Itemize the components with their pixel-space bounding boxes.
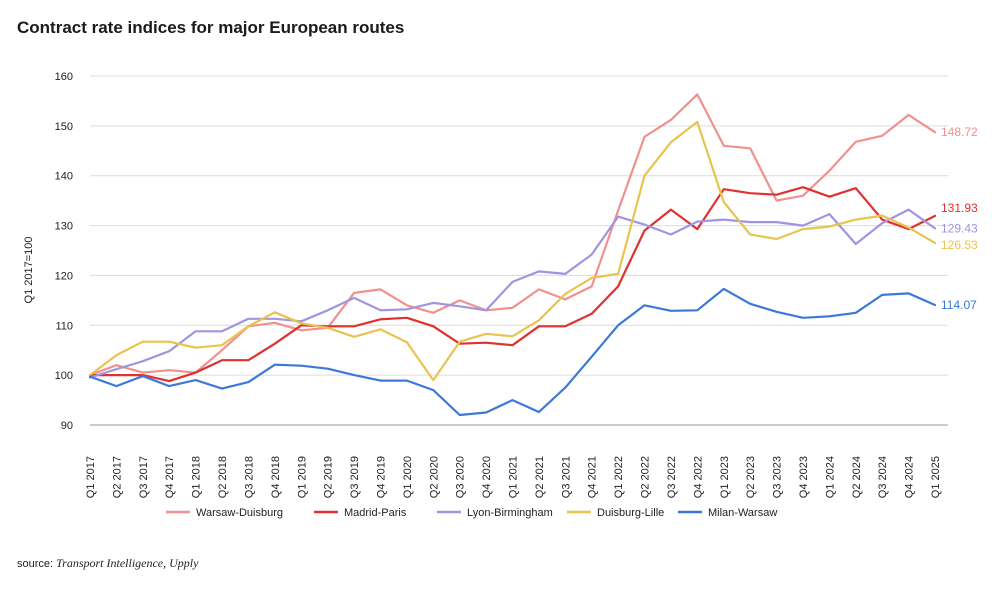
y-tick-label: 100 (55, 370, 73, 382)
x-tick-label: Q2 2019 (323, 456, 335, 498)
end-label-milan-warsaw: 114.07 (941, 298, 977, 312)
y-tick-label: 110 (55, 320, 73, 332)
x-axis-ticks: Q1 2017 Q2 2017 Q3 2017 Q4 2017 Q1 2018 Q2 20… (85, 456, 942, 498)
x-tick-label: Q3 2019 (349, 456, 361, 498)
series-line-duisburg-lille (88, 120, 937, 382)
y-axis-ticks: 90 100 110 120 130 140 150 160 (55, 71, 73, 432)
x-tick-label: Q1 2019 (296, 456, 308, 498)
legend-entry: Lyon-Birmingham (467, 507, 553, 519)
x-tick-label: Q4 2024 (904, 456, 916, 498)
end-label-lyon-birmingham: 129.43 (941, 221, 978, 235)
x-tick-label: Q4 2017 (164, 456, 176, 498)
x-tick-label: Q3 2021 (560, 456, 572, 498)
x-tick-label: Q3 2022 (666, 456, 678, 498)
gridlines (90, 75, 948, 426)
x-tick-label: Q1 2024 (824, 456, 836, 498)
x-tick-label: Q3 2023 (772, 456, 784, 498)
x-tick-label: Q1 2017 (85, 456, 97, 498)
x-tick-label: Q1 2021 (508, 456, 520, 498)
x-tick-label: Q4 2019 (375, 456, 387, 498)
x-tick-label: Q1 2025 (930, 456, 942, 498)
x-tick-label: Q4 2021 (587, 456, 599, 498)
x-tick-label: Q4 2022 (692, 456, 704, 498)
series-lines (88, 93, 937, 417)
x-tick-label: Q2 2024 (851, 456, 863, 498)
source-label: source: (17, 558, 54, 570)
x-tick-label: Q4 2020 (481, 456, 493, 498)
legend-entry: Warsaw-Duisburg (196, 507, 283, 519)
series-line-milan-warsaw (88, 287, 937, 417)
x-tick-label: Q2 2017 (111, 456, 123, 498)
y-tick-label: 120 (55, 270, 73, 282)
end-label-warsaw-duisburg: 148.72 (941, 125, 978, 139)
x-tick-label: Q1 2018 (191, 456, 203, 498)
x-tick-label: Q1 2020 (402, 456, 414, 498)
legend: Warsaw-Duisburg Madrid-Paris Lyon-Birmingh… (166, 507, 777, 519)
series-line-warsaw-duisburg (88, 93, 937, 377)
x-tick-label: Q3 2018 (243, 456, 255, 498)
source-note: source: Transport Intelligence, Upply (17, 556, 198, 571)
x-tick-label: Q1 2022 (613, 456, 625, 498)
x-tick-label: Q4 2023 (798, 456, 810, 498)
x-tick-label: Q2 2021 (534, 456, 546, 498)
x-tick-label: Q3 2017 (138, 456, 150, 498)
y-tick-label: 130 (55, 221, 73, 233)
series-line-lyon-birmingham (88, 208, 937, 379)
y-tick-label: 160 (55, 71, 73, 83)
x-tick-label: Q3 2024 (877, 456, 889, 498)
y-tick-label: 90 (61, 420, 73, 432)
x-tick-label: Q2 2023 (745, 456, 757, 498)
x-tick-label: Q2 2020 (428, 456, 440, 498)
end-value-labels: 148.72 131.93 129.43 126.53 114.07 (941, 125, 978, 312)
chart-title: Contract rate indices for major European… (17, 18, 405, 37)
legend-entry: Madrid-Paris (344, 507, 407, 519)
x-tick-label: Q1 2023 (719, 456, 731, 498)
series-line-madrid-paris (88, 186, 937, 383)
y-axis-label: Q1 2017=100 (23, 237, 35, 304)
x-tick-label: Q2 2022 (640, 456, 652, 498)
source-name: Transport Intelligence, Upply (56, 556, 199, 570)
x-tick-label: Q2 2018 (217, 456, 229, 498)
x-tick-label: Q3 2020 (455, 456, 467, 498)
y-tick-label: 140 (55, 171, 73, 183)
end-label-duisburg-lille: 126.53 (941, 238, 978, 252)
x-tick-label: Q4 2018 (270, 456, 282, 498)
legend-entry: Duisburg-Lille (597, 507, 664, 519)
y-tick-label: 150 (55, 121, 73, 133)
end-label-madrid-paris: 131.93 (941, 201, 978, 215)
legend-entry: Milan-Warsaw (708, 507, 777, 519)
